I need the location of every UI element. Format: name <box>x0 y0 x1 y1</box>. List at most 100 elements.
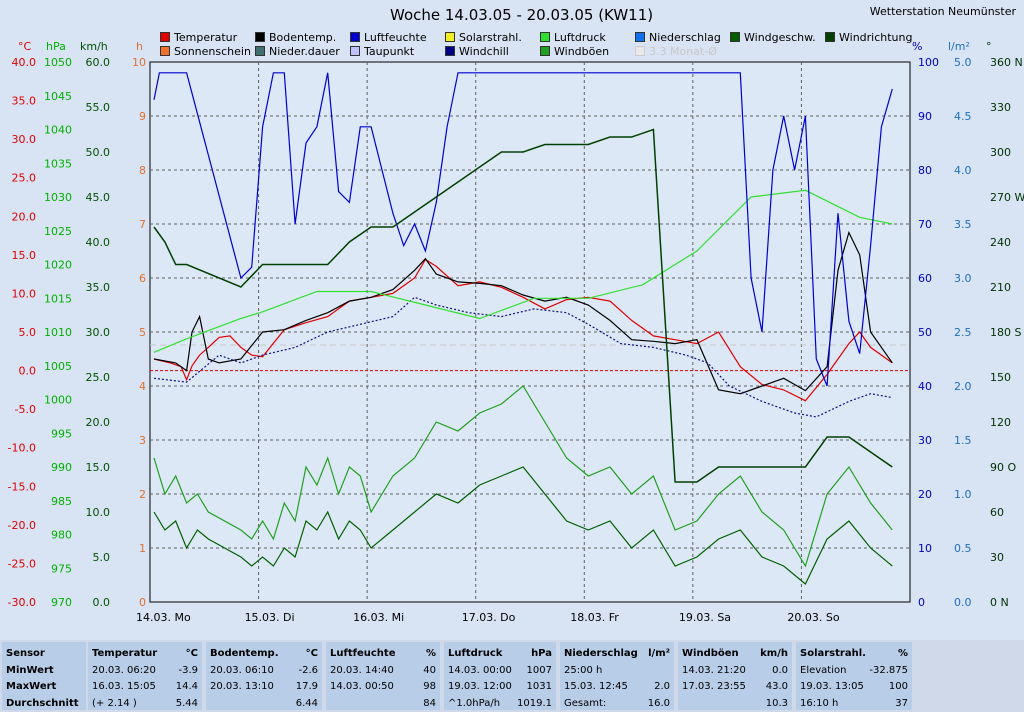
axis-tick-hours: 1 <box>139 542 146 555</box>
stats-unit: l/m² <box>648 648 670 659</box>
stats-cell: -3.9 <box>178 664 198 676</box>
legend-swatch <box>635 32 645 42</box>
axis-tick-wind_dir: 30 <box>990 551 1004 564</box>
stats-header: Temperatur <box>92 648 158 659</box>
axis-tick-temperature: 20.0 <box>12 210 37 223</box>
legend-swatch <box>350 32 360 42</box>
legend-item: Windböen <box>540 45 609 58</box>
axis-tick-temperature: -15.0 <box>8 480 36 493</box>
axis-unit-temperature: °C <box>18 40 32 53</box>
axis-tick-pressure: 1000 <box>44 394 72 407</box>
legend-swatch <box>445 32 455 42</box>
axis-unit-pressure: hPa <box>46 40 66 53</box>
axis-tick-precip: 4.5 <box>954 110 972 123</box>
stats-cell: (+ 2.14 ) <box>92 697 137 709</box>
axis-tick-hours: 6 <box>139 272 146 285</box>
station-name: Wetterstation Neumünster <box>869 5 1016 18</box>
axis-tick-pressure: 1015 <box>44 292 72 305</box>
legend-swatch <box>160 32 170 42</box>
legend-item: Luftdruck <box>540 31 606 44</box>
axis-tick-wind_speed: 40.0 <box>86 236 111 249</box>
legend-item: Windrichtung <box>825 31 912 44</box>
axis-tick-wind_speed: 15.0 <box>86 461 111 474</box>
axis-tick-pressure: 995 <box>51 427 72 440</box>
axis-tick-pressure: 970 <box>51 596 72 609</box>
stats-cell: 40 <box>423 664 436 676</box>
series-bodentemp <box>153 230 893 395</box>
stats-label-panel: Sensor MinWert MaxWert Durchschnitt <box>2 642 86 710</box>
axis-tick-precip: 5.0 <box>954 56 972 69</box>
stats-cell: 14.03. 00:50 <box>330 681 394 692</box>
series-luftdruck <box>153 189 893 353</box>
stats-unit: °C <box>305 648 318 659</box>
stats-cell: 16.03. 15:05 <box>92 681 156 692</box>
axis-tick-hours: 5 <box>139 326 146 339</box>
stats-header: Bodentemp. <box>210 648 279 659</box>
legend-label: Nieder.dauer <box>269 45 340 58</box>
series-windrichtung <box>153 128 893 483</box>
stats-cell: 43.0 <box>765 681 788 692</box>
axis-tick-wind_dir: 300 <box>990 146 1011 159</box>
stats-cell: Elevation <box>800 664 847 676</box>
axis-tick-precip: 0.5 <box>954 542 972 555</box>
legend-label: Luftdruck <box>554 31 606 44</box>
stats-cell: 17.9 <box>295 681 318 692</box>
axis-tick-pressure: 1010 <box>44 326 72 339</box>
legend-item: 3.3 Monat-Ø <box>635 45 717 58</box>
stats-cell: 20.03. 06:20 <box>92 664 156 676</box>
axis-tick-temperature: 15.0 <box>12 249 37 262</box>
axis-unit-precip: l/m² <box>948 40 970 53</box>
legend-swatch <box>160 46 170 56</box>
axis-unit-humidity: % <box>912 40 922 53</box>
axis-tick-precip: 0.0 <box>954 596 972 609</box>
axis-tick-pressure: 1040 <box>44 124 72 137</box>
stats-unit: % <box>425 648 436 659</box>
legend-label: Taupunkt <box>364 45 415 58</box>
legend-item: Nieder.dauer <box>255 45 340 58</box>
stats-header: Niederschlag <box>564 648 638 659</box>
stats-cell: 5.44 <box>175 697 198 709</box>
axis-tick-humidity: 20 <box>918 488 932 501</box>
stats-panel-luftdruck: Luftdruck hPa 14.03. 00:00 1007 19.03. 12:… <box>444 642 556 710</box>
axis-tick-precip: 3.5 <box>954 218 972 231</box>
axis-tick-hours: 0 <box>139 596 146 609</box>
axis-tick-temperature: -25.0 <box>8 557 36 570</box>
stats-panel-niederschlag: Niederschlag l/m² 25:00 h 15.03. 12:45 2.0… <box>560 642 674 710</box>
legend-label: Windrichtung <box>839 31 913 44</box>
axis-tick-temperature: 35.0 <box>12 95 37 108</box>
axis-tick-humidity: 100 <box>918 56 939 69</box>
axis-unit-hours: h <box>136 40 143 53</box>
stats-cell: 10.3 <box>765 697 788 709</box>
axis-tick-wind_dir: 330 <box>990 101 1011 114</box>
axis-tick-wind_dir: 270 W <box>990 191 1024 204</box>
legend-label: Solarstrahl. <box>459 31 522 44</box>
axis-tick-humidity: 70 <box>918 218 932 231</box>
axis-tick-wind_speed: 0.0 <box>93 596 111 609</box>
stats-cell: Gesamt: <box>564 697 607 709</box>
axis-unit-windspeed: km/h <box>80 40 108 53</box>
stats-cell: 98 <box>423 681 436 692</box>
series-taupunkt <box>153 296 893 418</box>
x-axis-label: 17.03. Do <box>462 611 516 624</box>
axis-tick-temperature: 30.0 <box>12 133 37 146</box>
axis-tick-wind_dir: 60 <box>990 506 1004 519</box>
axis-tick-wind_speed: 60.0 <box>86 56 111 69</box>
chart-title: Woche 14.03.05 - 20.03.05 (KW11) <box>390 6 654 24</box>
axis-tick-temperature: 40.0 <box>12 56 37 69</box>
stats-cell: 14.4 <box>175 681 198 692</box>
axis-tick-temperature: 5.0 <box>19 326 37 339</box>
stats-cell: 16:10 h <box>800 697 839 709</box>
legend-label: Niederschlag <box>649 31 721 44</box>
stats-cell: 100 <box>888 681 908 692</box>
stats-panel-solar: Solarstrahl.% Elevation -32.875 19.03. 13… <box>796 642 912 710</box>
axis-tick-pressure: 990 <box>51 461 72 474</box>
stats-cell: -32.875 <box>869 664 908 676</box>
stats-cell: 20.03. 14:40 <box>330 664 394 676</box>
axis-tick-humidity: 10 <box>918 542 932 555</box>
axis-tick-hours: 3 <box>139 434 146 447</box>
axis-tick-precip: 1.5 <box>954 434 972 447</box>
weather-chart: 40.035.030.025.020.015.010.05.00.0-5.0-1… <box>8 40 1024 624</box>
axis-tick-temperature: 0.0 <box>19 365 37 378</box>
axis-tick-hours: 4 <box>139 380 146 393</box>
axis-tick-precip: 4.0 <box>954 164 972 177</box>
